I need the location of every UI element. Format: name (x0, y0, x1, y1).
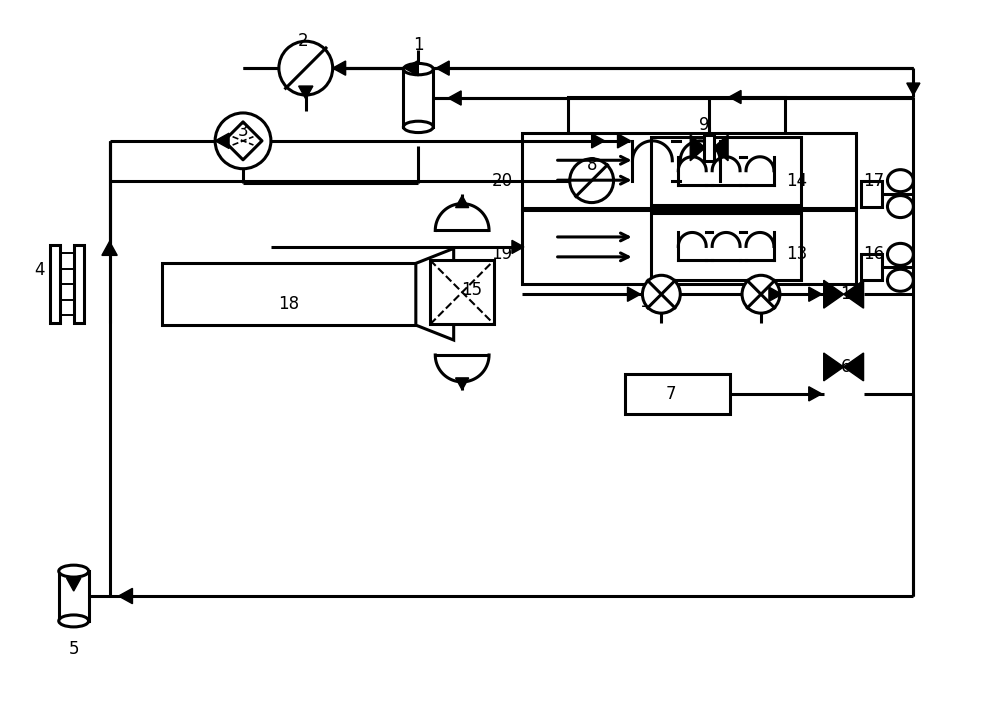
Text: 19: 19 (491, 246, 513, 263)
Polygon shape (512, 240, 524, 253)
Polygon shape (404, 60, 418, 76)
Text: 16: 16 (863, 246, 884, 263)
Polygon shape (824, 353, 844, 381)
Polygon shape (809, 287, 822, 301)
Text: 9: 9 (699, 116, 709, 134)
Ellipse shape (403, 121, 433, 133)
Bar (625, 374, 730, 413)
Text: 3: 3 (238, 122, 248, 140)
Polygon shape (456, 378, 469, 390)
Ellipse shape (403, 63, 433, 75)
Polygon shape (690, 135, 705, 161)
Ellipse shape (59, 615, 89, 627)
Polygon shape (592, 133, 605, 148)
Text: 12: 12 (639, 293, 660, 311)
Bar (651, 213, 801, 280)
Polygon shape (769, 287, 782, 301)
Polygon shape (844, 353, 864, 381)
Polygon shape (729, 91, 741, 104)
Circle shape (642, 275, 680, 313)
Bar (651, 137, 801, 204)
Bar (568, 97, 785, 225)
Polygon shape (416, 249, 454, 340)
Polygon shape (456, 196, 469, 208)
Polygon shape (809, 387, 822, 401)
Bar (861, 180, 882, 206)
Circle shape (279, 41, 333, 95)
Text: 2: 2 (297, 32, 308, 51)
Bar (704, 135, 714, 161)
Polygon shape (67, 578, 81, 591)
Circle shape (570, 159, 614, 203)
Polygon shape (618, 133, 630, 148)
Text: 20: 20 (491, 172, 513, 190)
Text: 15: 15 (462, 282, 483, 299)
Circle shape (742, 275, 780, 313)
Bar (522, 133, 856, 208)
Polygon shape (448, 91, 461, 105)
Polygon shape (299, 86, 313, 99)
Text: 11: 11 (753, 293, 775, 311)
Bar (162, 263, 416, 325)
Bar (403, 69, 433, 127)
Polygon shape (119, 588, 132, 604)
Polygon shape (907, 83, 920, 95)
Text: 10: 10 (840, 285, 861, 303)
Polygon shape (333, 61, 346, 75)
Text: 1: 1 (413, 37, 424, 54)
Text: 4: 4 (35, 261, 45, 279)
Text: 17: 17 (863, 172, 884, 190)
Polygon shape (713, 135, 728, 161)
Bar (522, 210, 856, 284)
Polygon shape (215, 133, 229, 149)
Bar (50, 246, 60, 323)
Polygon shape (102, 241, 117, 256)
Polygon shape (824, 280, 844, 308)
Circle shape (215, 113, 271, 168)
Text: 13: 13 (786, 246, 807, 263)
Text: 5: 5 (68, 640, 79, 658)
Text: 14: 14 (786, 172, 807, 190)
Polygon shape (627, 287, 640, 301)
Ellipse shape (59, 565, 89, 577)
Polygon shape (436, 61, 449, 75)
Bar (861, 254, 882, 280)
Bar (59, 571, 89, 621)
Text: 18: 18 (278, 295, 299, 313)
Text: 6: 6 (841, 358, 852, 376)
Bar (430, 260, 494, 324)
Polygon shape (844, 280, 864, 308)
Text: 8: 8 (586, 156, 597, 173)
Text: 7: 7 (666, 385, 677, 403)
Bar (74, 246, 84, 323)
